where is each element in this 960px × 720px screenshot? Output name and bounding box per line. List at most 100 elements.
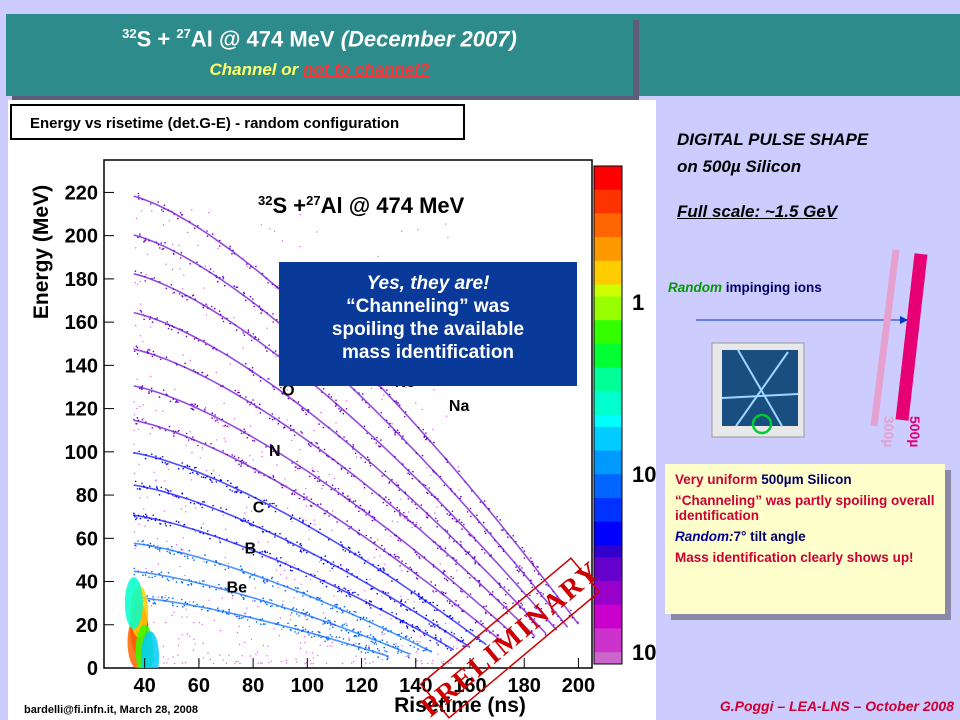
locus-point [185,294,188,297]
locus-point [417,595,420,598]
locus-point [421,454,424,457]
locus-point [215,349,218,351]
background-point [280,574,282,576]
locus-point [347,569,350,571]
locus-point [195,581,197,583]
locus-point [388,553,390,556]
locus-point [242,616,244,619]
locus-point [335,636,338,638]
background-point [134,472,136,474]
background-point [205,470,208,472]
locus-point [302,521,304,523]
locus-point [474,622,477,624]
locus-point [358,533,361,536]
info-l1a: Very uniform [675,472,762,487]
locus-point [212,504,214,507]
locus-point [308,634,310,636]
locus-point [181,581,184,584]
locus-point [395,613,398,615]
background-point [355,456,358,458]
background-point [256,651,259,653]
locus-point [197,444,199,447]
locus-point [293,493,296,496]
background-point [266,327,268,329]
locus-point [229,245,231,248]
background-point [407,655,409,657]
locus-point [391,611,393,614]
locus-point [251,371,254,374]
background-point [181,662,184,664]
locus-point [484,530,486,533]
locus-point [283,427,285,429]
locus-point [325,636,328,638]
background-point [215,371,217,374]
locus-point [165,463,168,466]
locus-point [297,628,299,630]
colorbar-step-28 [594,498,622,511]
background-point [317,571,319,573]
locus-point [142,515,145,517]
background-point [134,547,136,550]
background-point [256,526,258,528]
locus-point [397,650,400,653]
subtitle-prefix: Channel or [209,60,303,80]
locus-point [362,616,365,618]
locus-point [497,598,499,601]
locus-point [521,546,524,549]
locus-point [361,508,364,511]
locus-point [398,633,401,636]
locus-point [570,609,572,612]
locus-point [266,603,268,606]
background-point [373,556,376,558]
locus-point [193,404,195,407]
locus-point [290,612,293,614]
locus-point [412,640,415,643]
locus-point [305,575,308,578]
background-point [407,598,409,601]
locus-point [414,551,417,554]
locus-point [184,465,186,468]
locus-point [276,605,278,607]
locus-point [344,467,346,469]
locus-point [297,401,300,403]
locus-point [249,369,251,372]
background-point [235,490,238,492]
locus-point [446,530,449,532]
background-point [458,489,460,491]
locus-point [190,584,193,586]
locus-point [396,484,399,486]
background-point [136,407,138,410]
locus-point [478,636,480,639]
subtitle-link[interactable]: not to channel? [302,60,430,80]
locus-point [464,481,467,483]
background-point [331,641,333,644]
background-point [156,537,159,540]
locus-point [460,636,463,639]
locus-point [410,592,413,595]
locus-point [234,389,237,392]
locus-point [413,630,416,633]
locus-point [479,584,481,586]
background-point [439,563,441,565]
locus-point [507,629,510,632]
locus-point [218,537,221,539]
locus-point [460,495,462,498]
locus-point [344,588,347,590]
locus-point [134,516,136,518]
locus-point [249,267,251,269]
locus-point [455,563,457,565]
locus-point [354,506,357,508]
locus-point [321,582,324,585]
background-point [286,389,288,391]
locus-point [269,477,272,479]
locus-point [394,434,396,436]
background-point [215,439,218,441]
locus-point [318,598,321,600]
locus-point [234,516,237,519]
locus-point [255,621,258,623]
locus-point [370,640,372,643]
locus-point [335,606,338,608]
title-date: (December 2007) [340,26,517,52]
locus-point [530,582,532,585]
locus-point [185,436,188,439]
